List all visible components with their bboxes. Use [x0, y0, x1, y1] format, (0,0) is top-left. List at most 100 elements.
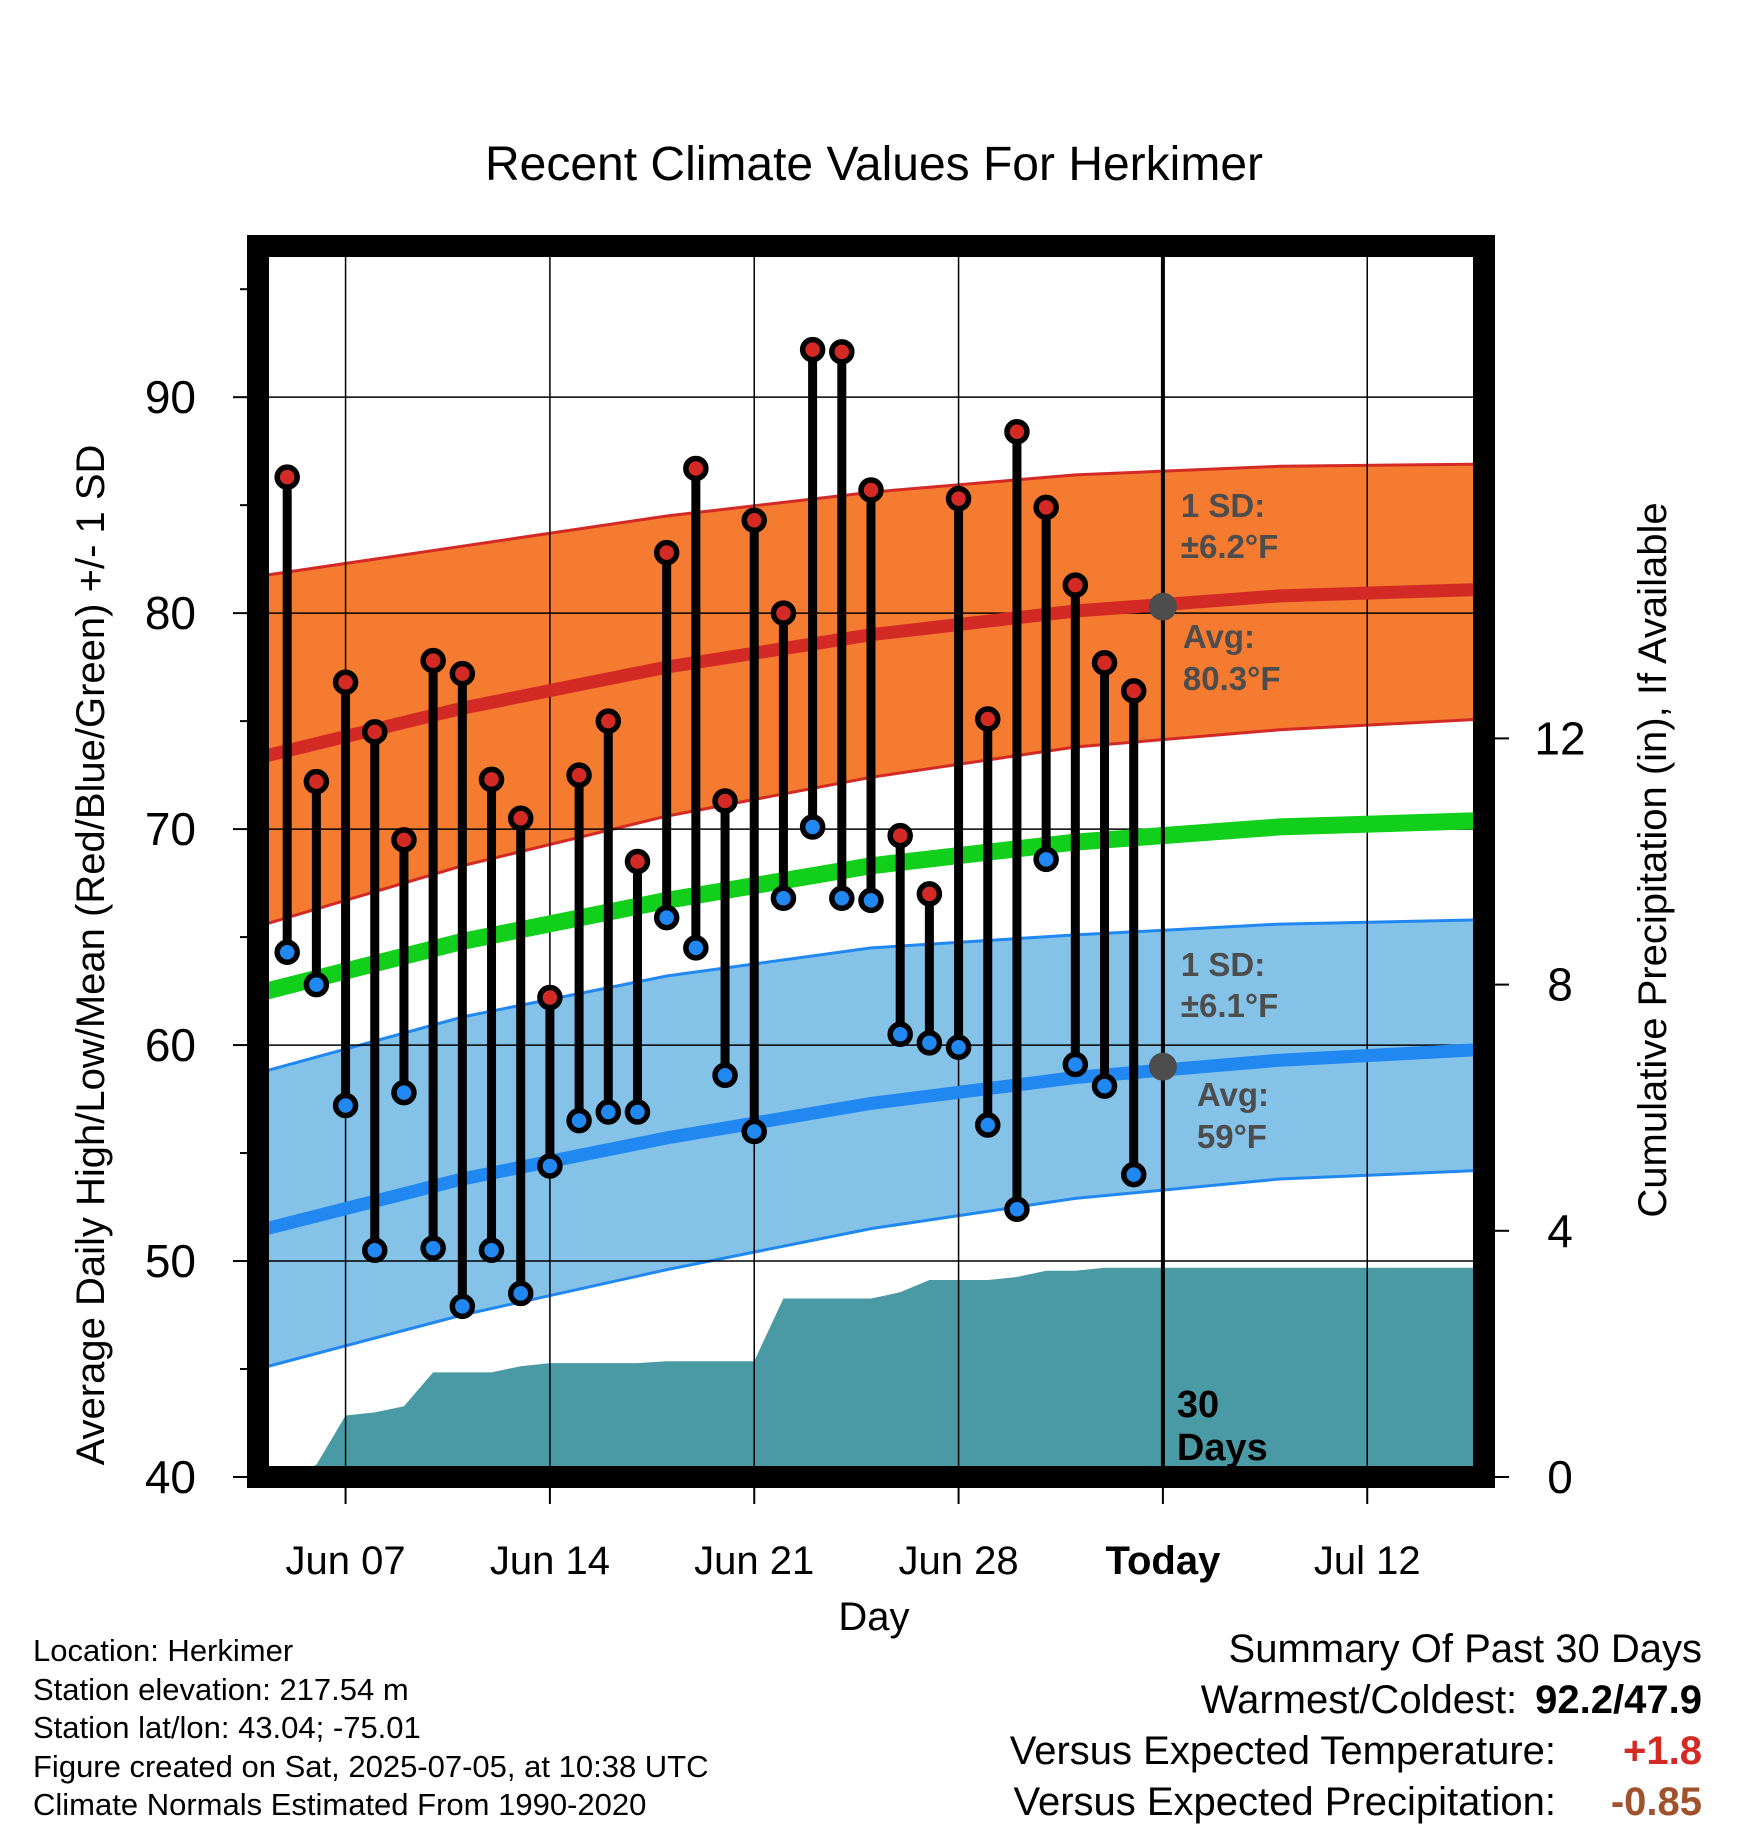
daily-high-point — [683, 455, 709, 482]
daily-low-point — [1004, 1196, 1030, 1222]
daily-high-point — [858, 477, 884, 503]
daily-low-point — [595, 1099, 622, 1125]
y-axis-label: Average Daily High/Low/Mean (Red/Blue/Gr… — [69, 445, 113, 1466]
low-sd-value: ±6.1°F — [1181, 987, 1278, 1024]
x-tick-label: Jun 14 — [490, 1539, 610, 1583]
daily-low-point — [653, 904, 680, 931]
precip-label: Versus Expected Precipitation: — [1013, 1780, 1556, 1824]
y-tick-label: 50 — [145, 1235, 196, 1287]
y-tick-label: 40 — [145, 1451, 196, 1503]
low-avg-value: 59°F — [1197, 1118, 1267, 1155]
daily-high-point — [274, 464, 300, 490]
daily-high-point — [478, 766, 505, 793]
daily-low-point — [975, 1112, 1001, 1138]
warmest-coldest-value: 92.2/47.9 — [1535, 1678, 1702, 1722]
summary-title: Summary Of Past 30 Days — [1228, 1627, 1702, 1671]
daily-high-point — [975, 706, 1001, 732]
summary-temp: Versus Expected Temperature: +1.8 — [1010, 1726, 1702, 1777]
today-low-avg-marker — [1148, 1052, 1177, 1081]
daily-low-point — [1120, 1161, 1147, 1188]
x-tick-label: Jun 07 — [286, 1539, 406, 1583]
daily-high-point — [770, 600, 797, 626]
summary-panel: Summary Of Past 30 Days Warmest/Coldest:… — [1010, 1624, 1702, 1828]
daily-low-point — [799, 814, 826, 840]
daily-low-point — [478, 1237, 505, 1263]
y2-tick-label: 0 — [1547, 1451, 1573, 1503]
daily-high-point — [449, 660, 476, 687]
daily-high-point — [1033, 494, 1059, 521]
daily-low-point — [887, 1021, 913, 1048]
daily-low-point — [858, 887, 884, 914]
x-axis-label: Day — [838, 1595, 909, 1639]
high-sd-label: 1 SD: — [1181, 487, 1265, 524]
latlon-text: Station lat/lon: 43.04; -75.01 — [33, 1710, 421, 1745]
plot-area: 1 SD: ±6.2°F Avg: 80.3°F 1 SD: ±6.1°F Avg: 59°F… — [255, 246, 1485, 1477]
warmest-coldest-label: Warmest/Coldest: — [1200, 1678, 1518, 1722]
today-high-avg-marker — [1148, 592, 1177, 621]
plot-frame — [247, 235, 1495, 1488]
daily-low-point — [1033, 846, 1059, 873]
summary-precip: Versus Expected Precipitation: -0.85 — [1010, 1777, 1702, 1828]
x-tick-label: Jun 21 — [694, 1539, 814, 1583]
daily-high-point — [916, 881, 943, 907]
location-text: Location: Herkimer — [33, 1633, 294, 1668]
daily-low-point — [683, 935, 709, 961]
daily-low-point — [770, 885, 797, 911]
y-tick-label: 70 — [145, 803, 196, 855]
y2-tick-label: 12 — [1534, 712, 1585, 764]
daily-low-point — [362, 1237, 388, 1263]
daily-high-point — [420, 647, 446, 674]
daily-low-point — [537, 1153, 563, 1179]
station-info: Location: Herkimer Station elevation: 21… — [33, 1632, 709, 1825]
daily-high-point — [624, 848, 651, 875]
precip-value: -0.85 — [1610, 1780, 1702, 1824]
daily-high-point — [1062, 572, 1089, 598]
y2-tick-label: 8 — [1547, 959, 1573, 1011]
y-tick-label: 60 — [145, 1019, 196, 1071]
daily-low-point — [1062, 1051, 1089, 1078]
precipitation-area — [258, 1267, 1484, 1477]
daily-low-point — [303, 971, 330, 998]
y2-tick-label: 4 — [1547, 1205, 1573, 1257]
temp-label: Versus Expected Temperature: — [1009, 1729, 1556, 1773]
daily-high-point — [829, 339, 855, 365]
daily-low-point — [332, 1092, 359, 1119]
summary-warmest-coldest: Warmest/Coldest: 92.2/47.9 — [1010, 1675, 1702, 1726]
elevation-text: Station elevation: 217.54 m — [33, 1671, 409, 1707]
daily-high-point — [303, 768, 330, 795]
daily-low-point — [712, 1062, 738, 1089]
low-sd-band — [258, 919, 1484, 1369]
daily-high-point — [391, 827, 417, 853]
daily-low-point — [624, 1099, 651, 1125]
high-avg-value: 80.3°F — [1183, 660, 1281, 697]
low-sd-label: 1 SD: — [1181, 946, 1265, 983]
y-tick-label: 80 — [145, 587, 196, 639]
daily-low-point — [945, 1034, 972, 1060]
x-tick-label: Jun 28 — [899, 1539, 1019, 1583]
daily-high-point — [566, 762, 592, 788]
daily-low-point — [566, 1107, 592, 1134]
daily-high-point — [887, 822, 913, 849]
daily-low-point — [741, 1118, 767, 1145]
y-tick-label: 90 — [145, 371, 196, 423]
daily-high-point — [1091, 650, 1118, 676]
low-avg-label: Avg: — [1197, 1076, 1269, 1113]
daily-high-point — [595, 708, 622, 734]
high-sd-value: ±6.2°F — [1181, 528, 1278, 565]
y2-axis-label: Cumulative Precipitation (in), If Availa… — [1631, 502, 1675, 1217]
daily-low-point — [916, 1030, 943, 1056]
temp-value: +1.8 — [1623, 1729, 1702, 1773]
daily-low-point — [274, 939, 300, 965]
daily-high-point — [537, 984, 563, 1011]
daily-high-point — [741, 507, 767, 534]
today-days-word: Days — [1177, 1427, 1268, 1469]
daily-high-point — [1120, 678, 1147, 704]
created-text: Figure created on Sat, 2025-07-05, at 10… — [33, 1748, 709, 1784]
chart-title: Recent Climate Values For Herkimer — [485, 138, 1263, 191]
daily-high-point — [332, 669, 359, 695]
daily-high-point — [712, 788, 738, 814]
daily-low-point — [420, 1235, 446, 1261]
daily-low-point — [507, 1280, 534, 1307]
today-days-number: 30 — [1177, 1384, 1219, 1426]
